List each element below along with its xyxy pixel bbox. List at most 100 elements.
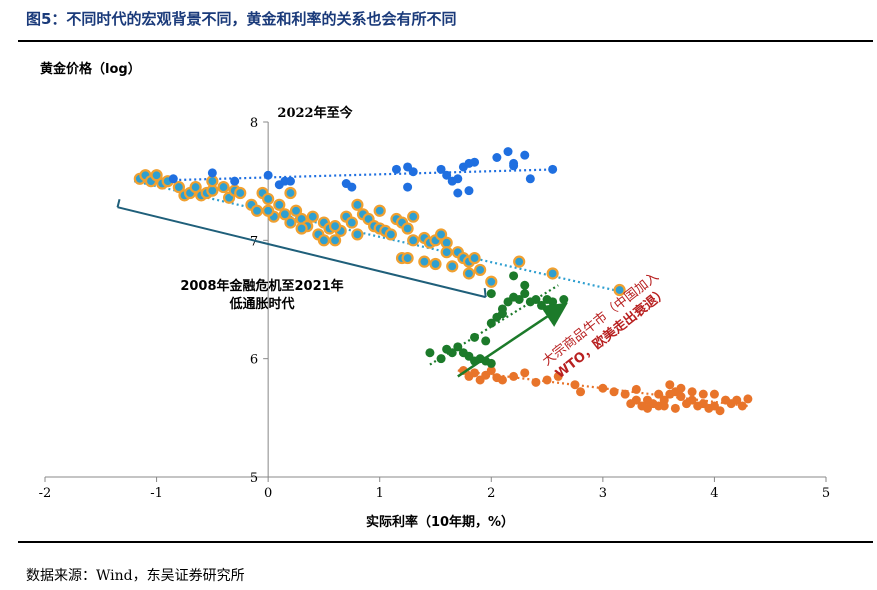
- data-point-series-0: [436, 164, 446, 174]
- data-point-series-3: [737, 401, 747, 411]
- data-point-series-2: [486, 358, 496, 368]
- data-point-series-1: [474, 263, 487, 277]
- figure-title: 图5：不同时代的宏观背景不同，黄金和利率的关系也会有所不同: [26, 10, 457, 28]
- data-point-series-1: [273, 198, 286, 211]
- data-point-series-0: [492, 153, 502, 162]
- data-point-series-2: [514, 295, 524, 304]
- era-2008-bracket: [117, 206, 486, 299]
- data-point-series-3: [553, 371, 563, 381]
- data-point-series-0: [503, 147, 513, 157]
- data-point-series-3: [598, 383, 608, 393]
- source-note: 数据来源：Wind，东吴证券研究所: [26, 568, 245, 584]
- annotation-2022: 2022年至今: [277, 105, 353, 121]
- data-point-series-1: [418, 255, 431, 268]
- bottom-rule: [18, 541, 873, 543]
- era-2008-bracket-left-tick: [116, 198, 121, 208]
- data-point-series-1: [328, 234, 342, 247]
- x-tick-label: 3: [599, 486, 607, 501]
- data-point-series-3: [698, 389, 708, 399]
- data-point-series-3: [576, 387, 586, 397]
- data-point-series-3: [497, 375, 507, 385]
- data-point-series-1: [206, 175, 219, 188]
- x-tick-label: 0: [264, 486, 272, 501]
- data-point-series-3: [659, 401, 669, 411]
- data-point-series-1: [401, 222, 414, 235]
- data-point-series-0: [403, 182, 413, 192]
- data-point-series-0: [263, 170, 273, 180]
- y-tick-label: 6: [250, 353, 258, 368]
- x-tick-label: 5: [822, 486, 830, 501]
- data-point-series-1: [462, 267, 476, 280]
- data-point-series-0: [408, 167, 418, 177]
- data-point-series-1: [284, 216, 297, 229]
- data-point-series-1: [150, 169, 163, 182]
- data-point-series-1: [328, 220, 342, 233]
- data-point-series-3: [542, 375, 552, 385]
- data-point-series-0: [525, 174, 535, 184]
- data-point-series-1: [546, 267, 559, 280]
- data-point-series-3: [715, 406, 725, 416]
- data-point-series-1: [172, 180, 185, 194]
- data-point-series-0: [453, 174, 463, 184]
- data-point-series-1: [250, 204, 264, 217]
- data-point-series-1: [295, 222, 308, 235]
- data-point-series-1: [429, 257, 442, 271]
- data-point-series-3: [642, 395, 652, 405]
- annotation-2008-line1: 2008年金融危机至2021年: [180, 278, 343, 294]
- data-point-series-2: [531, 295, 541, 304]
- data-point-series-1: [289, 204, 303, 217]
- data-point-series-2: [481, 336, 491, 346]
- data-point-series-1: [317, 234, 331, 247]
- data-point-series-3: [531, 377, 541, 387]
- data-point-series-0: [391, 164, 401, 174]
- data-point-series-3: [687, 395, 697, 405]
- data-point-series-3: [665, 380, 675, 390]
- y-axis-label: 黄金价格（log）: [40, 61, 141, 77]
- data-point-series-3: [732, 395, 742, 405]
- data-point-series-3: [687, 387, 697, 397]
- y-tick-label: 8: [250, 116, 258, 131]
- data-point-series-3: [654, 389, 664, 399]
- x-tick-label: 4: [710, 486, 718, 501]
- data-point-series-1: [351, 198, 364, 211]
- data-point-series-1: [189, 180, 202, 194]
- data-point-series-3: [626, 399, 636, 409]
- data-point-series-2: [497, 304, 507, 314]
- data-point-series-1: [217, 180, 230, 194]
- data-point-series-1: [262, 192, 275, 206]
- data-point-series-1: [384, 228, 397, 241]
- data-point-series-2: [520, 280, 530, 290]
- data-point-series-0: [168, 174, 178, 184]
- data-point-series-1: [513, 255, 526, 268]
- data-point-series-1: [234, 186, 247, 200]
- data-point-series-0: [520, 150, 530, 160]
- data-point-series-1: [446, 260, 459, 273]
- data-point-series-2: [559, 295, 569, 304]
- data-point-series-0: [548, 164, 558, 174]
- data-point-series-3: [486, 366, 496, 375]
- x-tick-label: 2: [487, 486, 495, 501]
- x-tick-label: -1: [150, 486, 163, 501]
- x-axis-label: 实际利率（10年期，%）: [366, 514, 514, 530]
- data-point-series-0: [464, 186, 474, 196]
- trend-line-0: [134, 168, 559, 183]
- data-point-series-2: [436, 354, 446, 364]
- data-point-series-2: [470, 332, 480, 342]
- data-point-series-1: [440, 246, 453, 259]
- x-tick-label: 1: [376, 486, 384, 501]
- data-point-series-0: [453, 188, 463, 198]
- data-point-series-0: [207, 168, 217, 178]
- data-point-series-1: [613, 283, 626, 297]
- data-point-series-1: [434, 228, 448, 241]
- data-point-series-2: [425, 348, 435, 358]
- data-point-series-1: [278, 208, 291, 221]
- data-point-series-0: [509, 158, 519, 168]
- data-point-series-3: [743, 394, 753, 404]
- x-tick-label: -2: [39, 486, 52, 501]
- era-2008-bracket-right-tick: [483, 288, 487, 298]
- data-point-series-1: [468, 251, 481, 265]
- data-point-series-0: [470, 157, 480, 167]
- data-point-series-3: [509, 371, 519, 381]
- data-point-series-3: [670, 403, 680, 413]
